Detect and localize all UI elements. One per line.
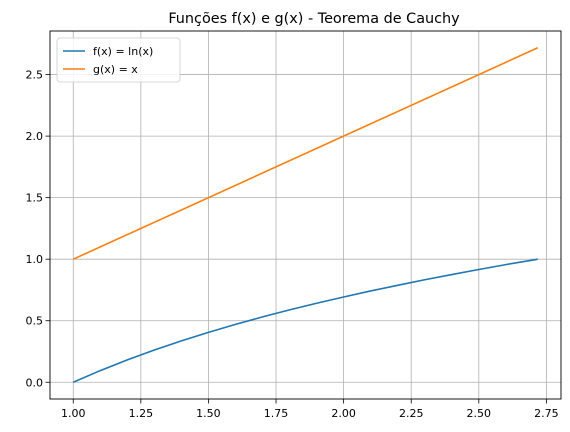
- series-line-1: [72, 258, 538, 383]
- grid-lines: [50, 31, 561, 399]
- x-tick-label: 1.00: [61, 407, 86, 420]
- y-tick-label: 2.0: [26, 130, 44, 143]
- series-line-2: [72, 47, 539, 260]
- y-tick-label: 0.0: [26, 376, 44, 389]
- y-tick-label: 1.0: [26, 253, 44, 266]
- x-tick-label: 2.00: [331, 407, 356, 420]
- x-tick-label: 1.75: [264, 407, 289, 420]
- x-tick-label: 2.75: [534, 407, 559, 420]
- legend-label-1: f(x) = ln(x): [93, 45, 153, 58]
- series-lines: [72, 47, 539, 383]
- x-tick-label: 1.25: [129, 407, 154, 420]
- y-axis: 0.0 0.5 1.0 1.5 2.0 2.5: [26, 69, 50, 389]
- legend: f(x) = ln(x) g(x) = x: [56, 37, 181, 83]
- y-tick-label: 0.5: [26, 315, 44, 328]
- y-tick-label: 2.5: [26, 69, 44, 82]
- y-tick-label: 1.5: [26, 192, 44, 205]
- legend-label-2: g(x) = x: [93, 63, 138, 76]
- x-axis: 1.00 1.25 1.50 1.75 2.00 2.25 2.50 2.75: [61, 399, 559, 420]
- legend-box: [56, 37, 181, 83]
- chart-title: Funções f(x) e g(x) - Teorema de Cauchy: [168, 11, 460, 27]
- x-tick-label: 2.50: [467, 407, 492, 420]
- x-tick-label: 1.50: [196, 407, 221, 420]
- x-tick-label: 2.25: [399, 407, 424, 420]
- plot-area-frame: [49, 30, 562, 400]
